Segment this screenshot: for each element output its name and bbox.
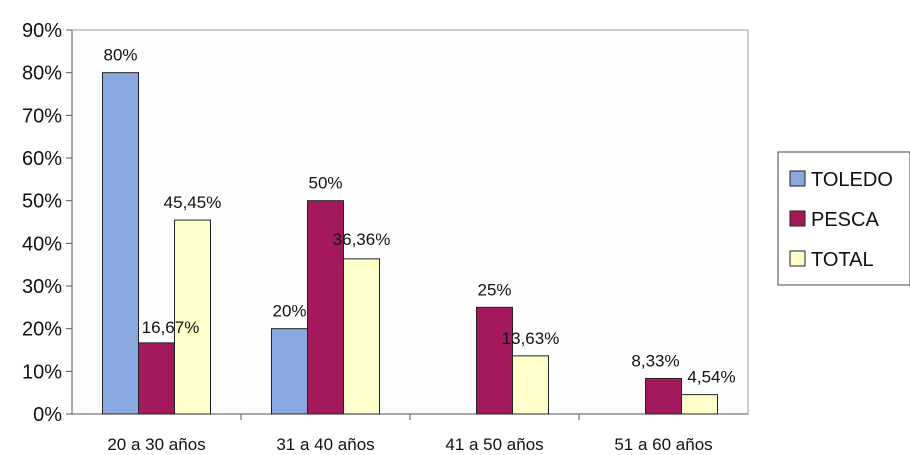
data-label: 13,63% — [502, 329, 560, 348]
bar-pesca — [476, 306, 513, 415]
legend-swatch-pesca — [789, 210, 806, 227]
y-axis: 0% 10% 20% 30% 40% 50% 60% 70% 80% 90% — [22, 20, 73, 426]
data-label: 45,45% — [164, 193, 222, 212]
bar-toledo — [271, 328, 308, 415]
data-label: 20% — [272, 302, 306, 321]
bar-total — [512, 355, 549, 415]
x-category-label: 31 a 40 años — [276, 435, 374, 454]
y-tick-label: 50% — [22, 191, 62, 213]
bar-pesca — [138, 342, 175, 415]
data-label: 80% — [103, 46, 137, 65]
x-axis: 20 a 30 años 31 a 40 años 41 a 50 años 51 a… — [72, 413, 748, 454]
data-label: 16,67% — [142, 318, 200, 337]
bar-pesca — [645, 377, 682, 415]
legend-swatch-total — [789, 250, 806, 267]
data-label: 25% — [477, 280, 511, 299]
legend: TOLEDO PESCA TOTAL — [777, 151, 910, 286]
legend-label: TOLEDO — [811, 169, 893, 191]
bar-toledo — [102, 72, 139, 415]
bar-total — [343, 258, 380, 415]
bar-total — [681, 394, 718, 415]
data-label: 50% — [308, 174, 342, 193]
y-tick-label: 40% — [22, 233, 62, 255]
bars-group — [102, 72, 718, 415]
data-labels-group: 80% 16,67% 45,45% 20% 50% 36,36% 25% 13,63% 8,33… — [103, 46, 735, 387]
y-tick-label: 90% — [22, 20, 62, 42]
y-tick-label: 60% — [22, 148, 62, 170]
data-label: 4,54% — [687, 368, 735, 387]
y-tick-label: 10% — [22, 361, 62, 383]
y-tick-label: 30% — [22, 276, 62, 298]
bar-total — [174, 219, 211, 415]
data-label: 8,33% — [631, 351, 679, 370]
y-tick-label: 70% — [22, 105, 62, 127]
x-category-label: 41 a 50 años — [445, 435, 543, 454]
data-label: 36,36% — [333, 230, 391, 249]
y-tick-label: 0% — [33, 404, 62, 426]
y-tick-label: 20% — [22, 319, 62, 341]
x-category-label: 51 a 60 años — [614, 435, 712, 454]
legend-label: PESCA — [811, 209, 879, 231]
x-category-label: 20 a 30 años — [107, 435, 205, 454]
y-tick-label: 80% — [22, 63, 62, 85]
legend-label: TOTAL — [811, 249, 874, 271]
bar-pesca — [307, 200, 344, 415]
legend-swatch-toledo — [789, 170, 806, 187]
